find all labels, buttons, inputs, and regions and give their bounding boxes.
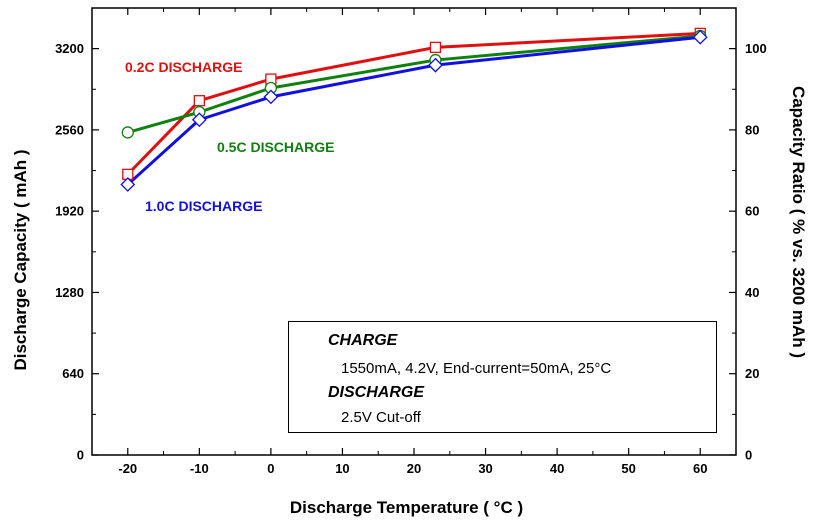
diamond-marker [263, 89, 279, 105]
y-axis-title-left: Discharge Capacity ( mAh ) [11, 149, 30, 371]
legend-charge-header: CHARGE [328, 332, 398, 349]
x-axis-title-unit: ( °C ) [483, 498, 524, 517]
series-label-0-2c: 0.2C DISCHARGE [125, 59, 242, 75]
circle-marker [121, 126, 134, 139]
y-right-tick-label: 100 [745, 41, 767, 56]
y-left-tick-label: 640 [62, 366, 84, 381]
x-axis-title: Discharge Temperature ( °C ) [0, 498, 813, 518]
x-tick-label: -10 [190, 461, 209, 476]
x-tick-label: 50 [621, 461, 635, 476]
legend-discharge-header: DISCHARGE [328, 384, 425, 401]
x-tick-label: -20 [118, 461, 137, 476]
x-tick-label: 60 [693, 461, 707, 476]
conditions-legend: CHARGE 1550mA, 4.2V, End-current=50mA, 2… [288, 321, 717, 433]
series-lines [126, 31, 701, 186]
series-line-0 [126, 31, 701, 176]
y-left-tick-label: 0 [77, 448, 84, 463]
series-markers [120, 27, 708, 192]
diamond-marker [428, 57, 443, 73]
x-ticks: -20 -10 0 10 20 30 40 50 60 [91, 8, 737, 476]
x-tick-label: 40 [550, 461, 564, 476]
x-tick-label: 10 [335, 461, 349, 476]
x-tick-label: 20 [407, 461, 421, 476]
y-left-tick-label: 1920 [55, 204, 84, 219]
y-left-tick-label: 3200 [55, 41, 84, 56]
series-label-0-5c: 0.5C DISCHARGE [217, 139, 334, 155]
x-tick-label: 0 [267, 461, 274, 476]
legend-discharge-text: 2.5V Cut-off [341, 409, 421, 426]
square-marker [193, 95, 205, 107]
y-right-tick-label: 80 [745, 122, 759, 137]
diamond-marker [191, 112, 207, 128]
x-axis-title-text: Discharge Temperature [289, 498, 479, 517]
y-axis-title-right: Capacity Ratio ( % vs. 3200 mAh ) [789, 85, 808, 359]
y-right-tick-label: 0 [745, 448, 752, 463]
y-right-tick-label: 40 [745, 285, 759, 300]
legend-charge-text: 1550mA, 4.2V, End-current=50mA, 25°C [341, 360, 612, 377]
x-tick-label: 30 [478, 461, 492, 476]
y-right-tick-label: 20 [745, 366, 759, 381]
y-left-tick-label: 1280 [55, 285, 84, 300]
square-marker [429, 41, 442, 54]
y-right-tick-label: 60 [745, 204, 759, 219]
y-left-tick-label: 2560 [55, 122, 84, 137]
series-label-1-0c: 1.0C DISCHARGE [145, 198, 262, 214]
diamond-marker [692, 29, 708, 45]
y-left-ticks: 0 640 1280 1920 2560 3200 [55, 7, 99, 463]
diamond-marker [120, 177, 136, 192]
y-right-ticks: 0 20 40 60 80 100 [729, 7, 767, 463]
